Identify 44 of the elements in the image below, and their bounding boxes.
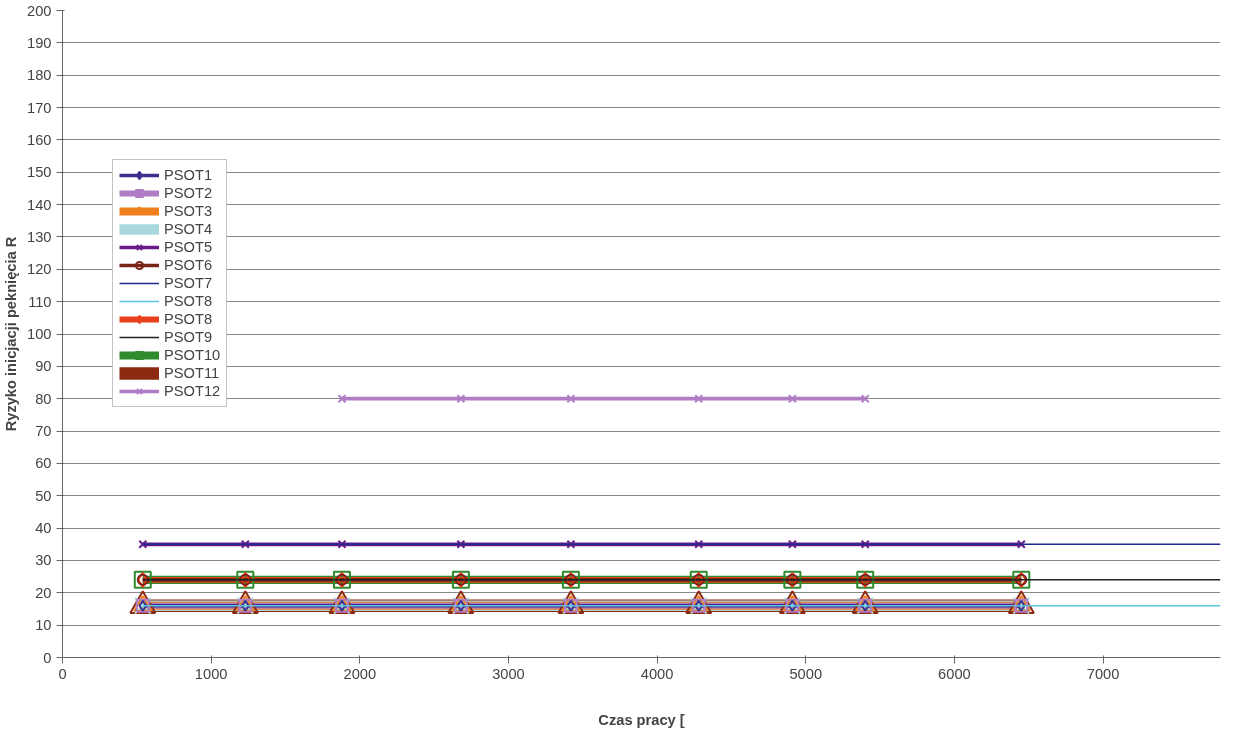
- y-tick-label: 180: [27, 67, 52, 84]
- y-tick-label: 0: [43, 649, 52, 666]
- x-tick-label: 7000: [1086, 665, 1120, 682]
- legend-label: PSOT12: [164, 382, 221, 400]
- x-tick-label: 2000: [343, 665, 377, 682]
- y-tick-label: 10: [35, 617, 52, 634]
- legend-label: PSOT8: [164, 292, 213, 310]
- x-tick-label: 3000: [492, 665, 525, 682]
- legend-label: PSOT5: [164, 238, 213, 256]
- legend-label: PSOT2: [164, 184, 213, 202]
- x-tick-label: 6000: [938, 665, 971, 682]
- y-tick-label: 150: [27, 164, 52, 181]
- y-tick-label: 70: [35, 423, 52, 440]
- y-tick-label: 20: [35, 584, 52, 601]
- legend-label: PSOT7: [164, 274, 213, 292]
- x-tick-label: 4000: [640, 665, 674, 682]
- y-tick-label: 140: [27, 196, 52, 213]
- legend-label: PSOT3: [164, 202, 213, 220]
- y-tick-label: 30: [35, 552, 52, 569]
- legend-label: PSOT4: [164, 220, 213, 238]
- y-tick-label: 160: [27, 131, 52, 148]
- y-tick-label: 100: [27, 326, 52, 342]
- y-tick-label: 40: [35, 520, 52, 537]
- y-tick-label: 120: [27, 261, 52, 278]
- y-tick-label: 80: [35, 390, 52, 407]
- y-tick-label: 60: [35, 455, 52, 472]
- y-tick-label: 200: [27, 2, 52, 19]
- y-tick-label: 130: [27, 228, 52, 245]
- legend-label: PSOT9: [164, 328, 213, 346]
- x-axis-title: Czas pracy [: [598, 711, 685, 728]
- y-tick-label: 50: [35, 487, 52, 504]
- y-tick-label: 90: [35, 358, 52, 375]
- y-tick-label: 190: [27, 34, 52, 51]
- x-tick-label: 1000: [194, 665, 228, 682]
- legend-label: PSOT10: [164, 346, 221, 364]
- legend-label: PSOT1: [164, 166, 213, 184]
- legend-label: PSOT11: [164, 364, 220, 382]
- y-tick-label: 110: [28, 293, 52, 310]
- legend-label: PSOT8: [164, 310, 213, 328]
- y-axis-title: Ryzyko inicjacji peknięcia R: [3, 236, 20, 432]
- y-tick-label: 170: [27, 99, 52, 116]
- x-tick-label: 0: [58, 665, 67, 682]
- legend-label: PSOT6: [164, 256, 213, 274]
- x-tick-label: 5000: [789, 665, 823, 682]
